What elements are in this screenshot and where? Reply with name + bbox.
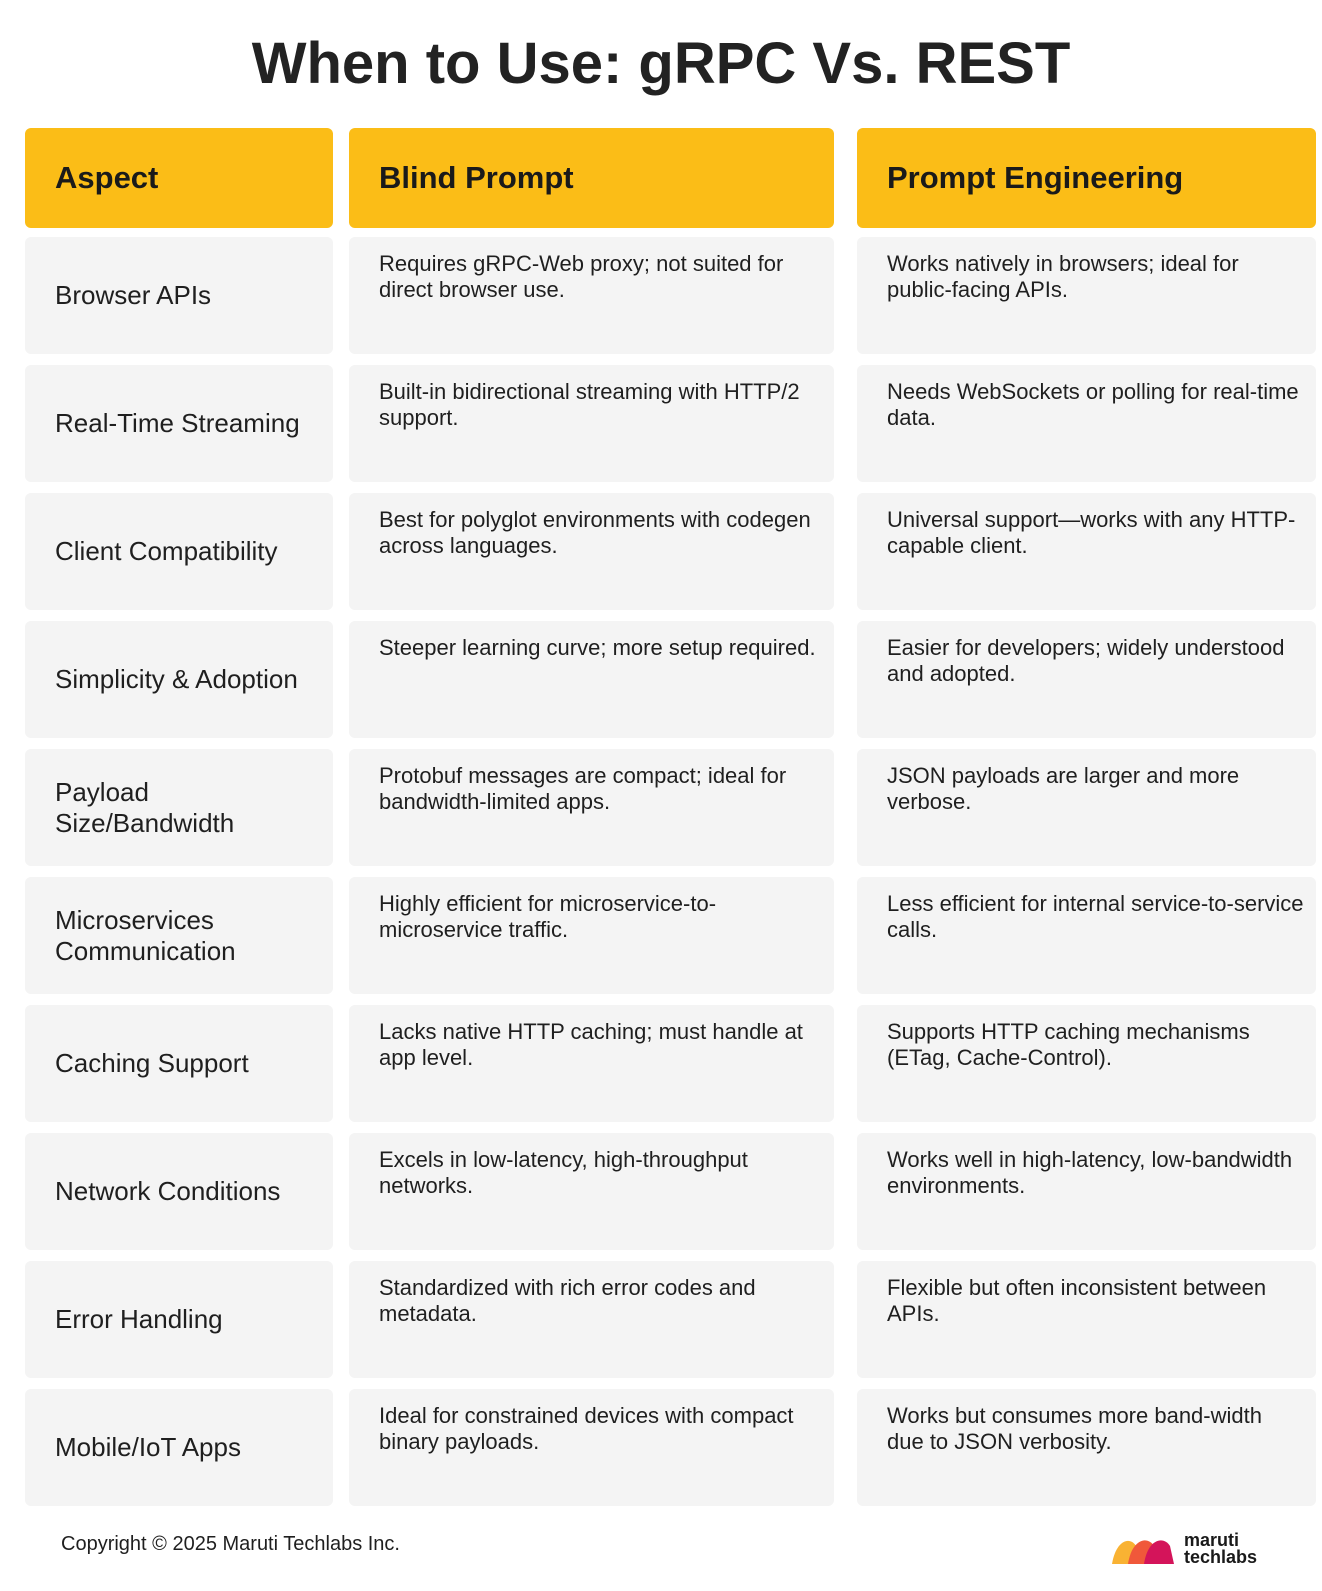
prompt-engineering-cell: Supports HTTP caching mechanisms (ETag, … [857,1005,1316,1122]
aspect-label: Simplicity & Adoption [55,664,298,694]
aspect-cell: Real-Time Streaming [25,365,333,482]
prompt-engineering-text: Works but consumes more band-width due t… [887,1403,1262,1454]
blind-prompt-text: Lacks native HTTP caching; must handle a… [379,1019,803,1070]
blind-prompt-cell: Ideal for constrained devices with compa… [349,1389,834,1506]
aspect-label: Browser APIs [55,280,212,310]
maruti-techlabs-logo: maruti techlabs [1110,1530,1290,1568]
prompt-engineering-cell: Flexible but often inconsistent between … [857,1261,1316,1378]
aspect-cell: Mobile/IoT Apps [25,1389,333,1506]
prompt-engineering-text: Needs WebSockets or polling for real-tim… [887,379,1299,430]
prompt-engineering-text: Supports HTTP caching mechanisms (ETag, … [887,1019,1250,1070]
aspect-cell: Error Handling [25,1261,333,1378]
header-cell-blind-prompt: Blind Prompt [349,128,834,228]
aspect-label: Network Conditions [55,1176,281,1206]
header-cell-aspect: Aspect [25,128,333,228]
table-row: Network Conditions Excels in low-latency… [25,1133,1316,1250]
blind-prompt-cell: Highly efficient for microservice-to-mic… [349,877,834,994]
aspect-label: Caching Support [55,1048,249,1078]
aspect-cell: Network Conditions [25,1133,333,1250]
aspect-label: Error Handling [55,1304,223,1334]
aspect-label: Microservices Communication [55,904,236,966]
aspect-label: Client Compatibility [55,536,278,566]
prompt-engineering-cell: Less efficient for internal service-to-s… [857,877,1316,994]
blind-prompt-text: Built-in bidirectional streaming with HT… [379,379,800,430]
blind-prompt-text: Standardized with rich error codes and m… [379,1275,756,1326]
prompt-engineering-cell: Universal support—works with any HTTP-ca… [857,493,1316,610]
prompt-engineering-text: Works well in high-latency, low-bandwidt… [887,1147,1293,1198]
page-title: When to Use: gRPC Vs. REST [251,31,1071,96]
aspect-cell: Browser APIs [25,237,333,354]
table-row: Microservices Communication Highly effic… [25,877,1316,994]
aspect-cell: Caching Support [25,1005,333,1122]
blind-prompt-text: Steeper learning curve; more setup requi… [379,635,816,660]
comparison-table: Aspect Blind Prompt Prompt Engineering B… [25,128,1316,1517]
prompt-engineering-cell: Works well in high-latency, low-bandwidt… [857,1133,1316,1250]
prompt-engineering-text: Easier for developers; widely understood… [887,635,1285,686]
prompt-engineering-text: JSON payloads are larger and more verbos… [887,763,1240,814]
table-row: Caching Support Lacks native HTTP cachin… [25,1005,1316,1122]
logo-line-2: techlabs [1184,1547,1258,1567]
logo-wordmark: maruti techlabs [1184,1530,1258,1567]
table-row: Client Compatibility Best for polyglot e… [25,493,1316,610]
header-label-aspect: Aspect [55,160,159,195]
blind-prompt-cell: Excels in low-latency, high-throughput n… [349,1133,834,1250]
blind-prompt-cell: Best for polyglot environments with code… [349,493,834,610]
aspect-label: Payload Size/Bandwidth [55,776,235,838]
prompt-engineering-cell: JSON payloads are larger and more verbos… [857,749,1316,866]
prompt-engineering-text: Universal support—works with any HTTP-ca… [887,507,1296,558]
table-row: Mobile/IoT Apps Ideal for constrained de… [25,1389,1316,1506]
blind-prompt-text: Requires gRPC-Web proxy; not suited for … [379,251,784,302]
table-header-row: Aspect Blind Prompt Prompt Engineering [25,128,1316,228]
prompt-engineering-text: Flexible but often inconsistent between … [887,1275,1267,1326]
prompt-engineering-text: Less efficient for internal service-to-s… [887,891,1304,942]
aspect-cell: Client Compatibility [25,493,333,610]
blind-prompt-cell: Standardized with rich error codes and m… [349,1261,834,1378]
aspect-cell: Microservices Communication [25,877,333,994]
blind-prompt-text: Excels in low-latency, high-throughput n… [379,1147,748,1198]
header-label-blind-prompt: Blind Prompt [379,160,574,195]
prompt-engineering-cell: Works but consumes more band-width due t… [857,1389,1316,1506]
table-row: Browser APIs Requires gRPC-Web proxy; no… [25,237,1316,354]
header-label-prompt-engineering: Prompt Engineering [887,160,1184,195]
prompt-engineering-text: Works natively in browsers; ideal for pu… [887,251,1239,302]
blind-prompt-cell: Built-in bidirectional streaming with HT… [349,365,834,482]
blind-prompt-cell: Lacks native HTTP caching; must handle a… [349,1005,834,1122]
blind-prompt-text: Protobuf messages are compact; ideal for… [379,763,787,814]
blind-prompt-text: Highly efficient for microservice-to-mic… [379,891,717,942]
aspect-label: Mobile/IoT Apps [55,1432,241,1462]
blind-prompt-text: Ideal for constrained devices with compa… [379,1403,794,1454]
blind-prompt-cell: Steeper learning curve; more setup requi… [349,621,834,738]
maruti-techlabs-logo-icon [1112,1540,1174,1564]
prompt-engineering-cell: Works natively in browsers; ideal for pu… [857,237,1316,354]
table-row: Real-Time Streaming Built-in bidirection… [25,365,1316,482]
table-row: Payload Size/Bandwidth Protobuf messages… [25,749,1316,866]
header-cell-prompt-engineering: Prompt Engineering [857,128,1316,228]
prompt-engineering-cell: Needs WebSockets or polling for real-tim… [857,365,1316,482]
prompt-engineering-cell: Easier for developers; widely understood… [857,621,1316,738]
aspect-label: Real-Time Streaming [55,408,300,438]
aspect-cell: Payload Size/Bandwidth [25,749,333,866]
aspect-cell: Simplicity & Adoption [25,621,333,738]
table-row: Simplicity & Adoption Steeper learning c… [25,621,1316,738]
blind-prompt-text: Best for polyglot environments with code… [379,507,811,558]
logo-line-1: maruti [1184,1530,1240,1550]
blind-prompt-cell: Requires gRPC-Web proxy; not suited for … [349,237,834,354]
table-row: Error Handling Standardized with rich er… [25,1261,1316,1378]
copyright-text: Copyright © 2025 Maruti Techlabs Inc. [61,1533,400,1555]
blind-prompt-cell: Protobuf messages are compact; ideal for… [349,749,834,866]
